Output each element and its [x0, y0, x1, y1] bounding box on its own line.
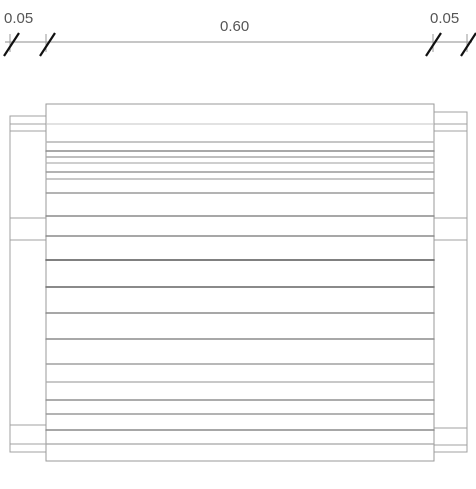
left-post [9, 115, 47, 453]
central-panel [45, 103, 435, 462]
dimension-label-center: 0.60 [220, 18, 249, 35]
dimension-label-right: 0.05 [430, 10, 459, 27]
tick-mark-right-outer [460, 32, 476, 57]
dimension-chain: 0.05 0.60 0.05 [3, 10, 476, 57]
left-post-outline [9, 115, 47, 453]
right-post-outline [433, 111, 468, 453]
panel-slats [45, 141, 435, 445]
tick-mark-right-inner [425, 32, 442, 57]
dimension-label-left: 0.05 [4, 10, 33, 27]
tick-mark-left-outer [3, 32, 20, 57]
right-post [433, 111, 468, 453]
central-panel-outline [45, 103, 435, 462]
tick-mark-left-inner [39, 32, 56, 57]
